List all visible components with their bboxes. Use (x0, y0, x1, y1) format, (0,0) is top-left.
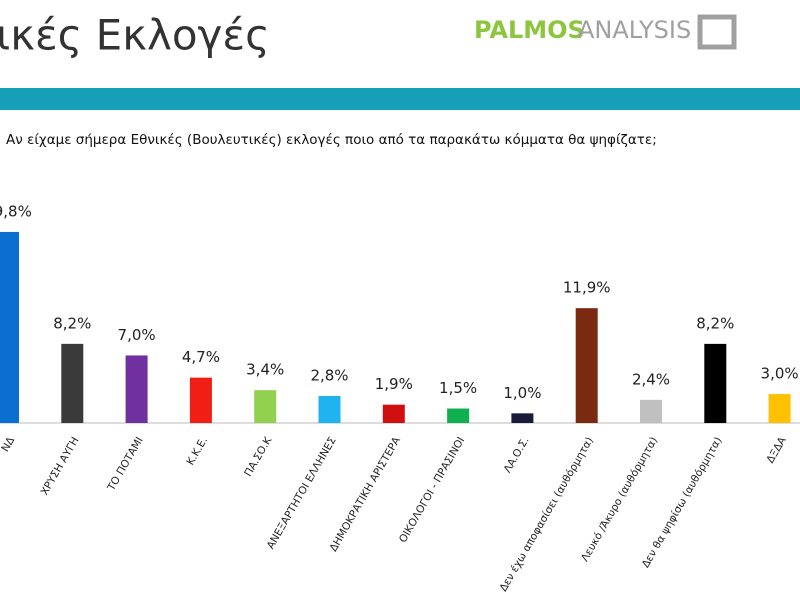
category-label: ΟΙΚΟΛΟΓΟΙ - ΠΡΑΣΙΝΟΙ (397, 435, 467, 545)
bar (640, 399, 662, 423)
bar (318, 395, 341, 423)
logo-right: ANALYSIS (578, 16, 691, 44)
value-label: 1,5% (439, 379, 477, 397)
category-label: Δεν θα ψηφίσω (αυθόρμητα) (640, 435, 725, 570)
bar (61, 343, 84, 423)
category-label: ΝΔ (0, 434, 18, 454)
header-band (0, 88, 800, 110)
value-label: 19,8% (0, 202, 32, 220)
value-label: 3,0% (761, 365, 799, 383)
bar (768, 394, 791, 423)
category-label: Λευκό /Άκυρο (αυθόρμητα) (579, 435, 660, 564)
value-label: 3,4% (246, 361, 284, 379)
bar (511, 413, 534, 423)
bar (189, 377, 212, 423)
value-label: 8,2% (53, 314, 91, 332)
bar (0, 231, 19, 423)
category-label: Κ.Κ.Ε. (184, 435, 210, 467)
category-label: ΔΞΔΑ (764, 434, 789, 465)
bar (125, 355, 148, 423)
bar (575, 308, 598, 423)
logo-icon (697, 14, 737, 50)
bar (254, 390, 277, 423)
bar (447, 408, 470, 423)
chart-title: Αν είχαμε σήμερα Εθνικές (Βουλευτικές) ε… (6, 132, 657, 148)
category-label: ΤΟ ΠΟΤΑΜΙ (105, 435, 146, 494)
value-label: 8,2% (696, 314, 734, 332)
value-label: 1,0% (503, 384, 541, 402)
category-label: ΠΑ.ΣΟ.Κ (242, 434, 275, 479)
logo-left: PALMOS (474, 16, 585, 44)
value-label: 4,7% (182, 348, 220, 366)
bar (704, 343, 727, 423)
value-label: 11,9% (563, 279, 611, 297)
value-label: 2,8% (310, 366, 348, 384)
category-label: ΧΡΥΣΗ ΑΥΓΗ (39, 435, 82, 497)
category-label: ΔΗΜΟΚΡΑΤΙΚΗ ΑΡΙΣΤΕΡΑ (327, 434, 403, 553)
category-label: ΛΑ.Ο.Σ. (502, 435, 532, 475)
value-label: 7,0% (118, 326, 156, 344)
value-label: 1,9% (375, 375, 413, 393)
value-label: 2,4% (632, 370, 670, 388)
category-label: ΑΝΕΞΑΡΤΗΤΟΙ ΕΛΛΗΝΕΣ (265, 435, 339, 551)
page-title: ικές Εκλογές (0, 11, 270, 60)
bar (382, 404, 405, 423)
